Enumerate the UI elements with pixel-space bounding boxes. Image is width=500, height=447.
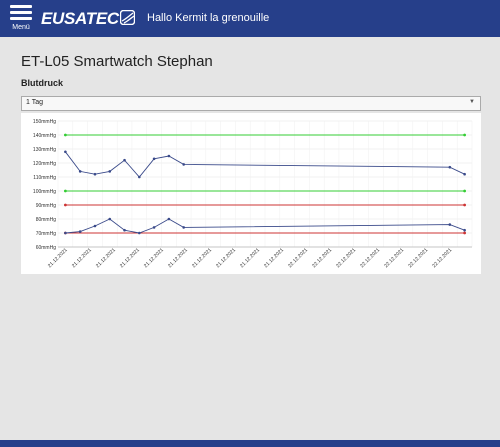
y-tick-label: 100mmHg: [33, 189, 56, 195]
series-point-systolic: [78, 170, 82, 173]
x-tick-label: 22.12.2021: [359, 247, 381, 269]
series-point-diastolic: [138, 231, 141, 235]
page-title: ET-L05 Smartwatch Stephan: [21, 53, 213, 70]
threshold-point: [463, 133, 467, 137]
x-tick-label: 21.12.2021: [191, 247, 213, 269]
series-point-systolic: [93, 172, 97, 176]
series-point-diastolic: [448, 223, 452, 226]
threshold-point: [63, 203, 67, 207]
y-tick-label: 70mmHg: [36, 231, 57, 237]
threshold-point: [463, 231, 467, 235]
chevron-down-icon: ▼: [469, 99, 475, 105]
y-tick-label: 90mmHg: [36, 203, 57, 209]
section-label: Blutdruck: [21, 78, 64, 88]
x-tick-label: 21.12.2021: [143, 247, 165, 269]
blood-pressure-chart: 60mmHg 70mmHg 80mmHg 90mmHg 100mmHg 110mmHg 12…: [33, 119, 473, 269]
blood-pressure-chart-card: 60mmHg 70mmHg 80mmHg 90mmHg 100mmHg 110mmHg 12…: [21, 113, 481, 274]
series-point-systolic: [138, 175, 141, 179]
brand-logo[interactable]: EUSATEC: [41, 9, 136, 30]
bottom-bar: [0, 440, 500, 447]
series-point-diastolic: [152, 226, 156, 229]
x-tick-label: 21.12.2021: [95, 247, 117, 269]
y-tick-label: 60mmHg: [36, 245, 57, 251]
threshold-point: [463, 203, 467, 207]
threshold-point: [463, 189, 467, 193]
y-tick-label: 130mmHg: [33, 147, 56, 153]
series-point-systolic: [463, 172, 466, 176]
logo-text: EUSATEC: [41, 9, 119, 28]
series-point-systolic: [448, 165, 452, 169]
series-point-diastolic: [167, 217, 171, 221]
series-point-diastolic: [463, 228, 466, 232]
x-tick-label: 22.12.2021: [287, 247, 309, 269]
x-tick-label: 21.12.2021: [71, 247, 93, 269]
y-tick-label: 110mmHg: [33, 175, 56, 181]
series-point-systolic: [152, 157, 156, 161]
series-point-systolic: [64, 150, 67, 154]
series-point-diastolic: [93, 224, 97, 228]
x-tick-label: 21.12.2021: [119, 247, 141, 269]
menu-label: Menü: [12, 24, 30, 31]
y-tick-label: 120mmHg: [33, 161, 56, 167]
hamburger-icon: [10, 5, 32, 8]
x-tick-label: 21.12.2021: [263, 247, 285, 269]
top-bar: Menü EUSATEC Hallo Kermit la grenouille: [0, 0, 500, 37]
logo-wave-icon: [119, 9, 136, 30]
menu-button[interactable]: Menü: [8, 5, 34, 35]
series-point-systolic: [167, 154, 171, 158]
y-tick-label: 80mmHg: [36, 217, 57, 223]
threshold-point: [63, 133, 67, 137]
series-point-diastolic: [123, 228, 126, 232]
time-range-select[interactable]: 1 Tag ▼: [21, 96, 481, 111]
x-tick-label: 21.12.2021: [239, 247, 261, 269]
threshold-point: [63, 189, 67, 193]
x-tick-label: 22.12.2021: [335, 247, 357, 269]
series-point-systolic: [182, 163, 185, 166]
x-tick-label: 22.12.2021: [311, 247, 333, 269]
x-tick-label: 21.12.2021: [215, 247, 237, 269]
x-tick-label: 22.12.2021: [431, 247, 453, 269]
series-point-diastolic: [182, 226, 185, 229]
x-tick-label: 21.12.2021: [167, 247, 189, 269]
select-value: 1 Tag: [26, 99, 43, 106]
x-tick-label: 22.12.2021: [407, 247, 429, 269]
series-point-diastolic: [78, 230, 82, 233]
user-greeting: Hallo Kermit la grenouille: [147, 12, 270, 24]
x-tick-label: 22.12.2021: [383, 247, 405, 269]
series-point-diastolic: [64, 231, 67, 235]
series-point-systolic: [123, 158, 126, 162]
y-tick-label: 140mmHg: [33, 133, 56, 139]
series-point-systolic: [108, 170, 112, 173]
y-tick-label: 150mmHg: [33, 119, 56, 125]
series-point-diastolic: [108, 217, 112, 221]
